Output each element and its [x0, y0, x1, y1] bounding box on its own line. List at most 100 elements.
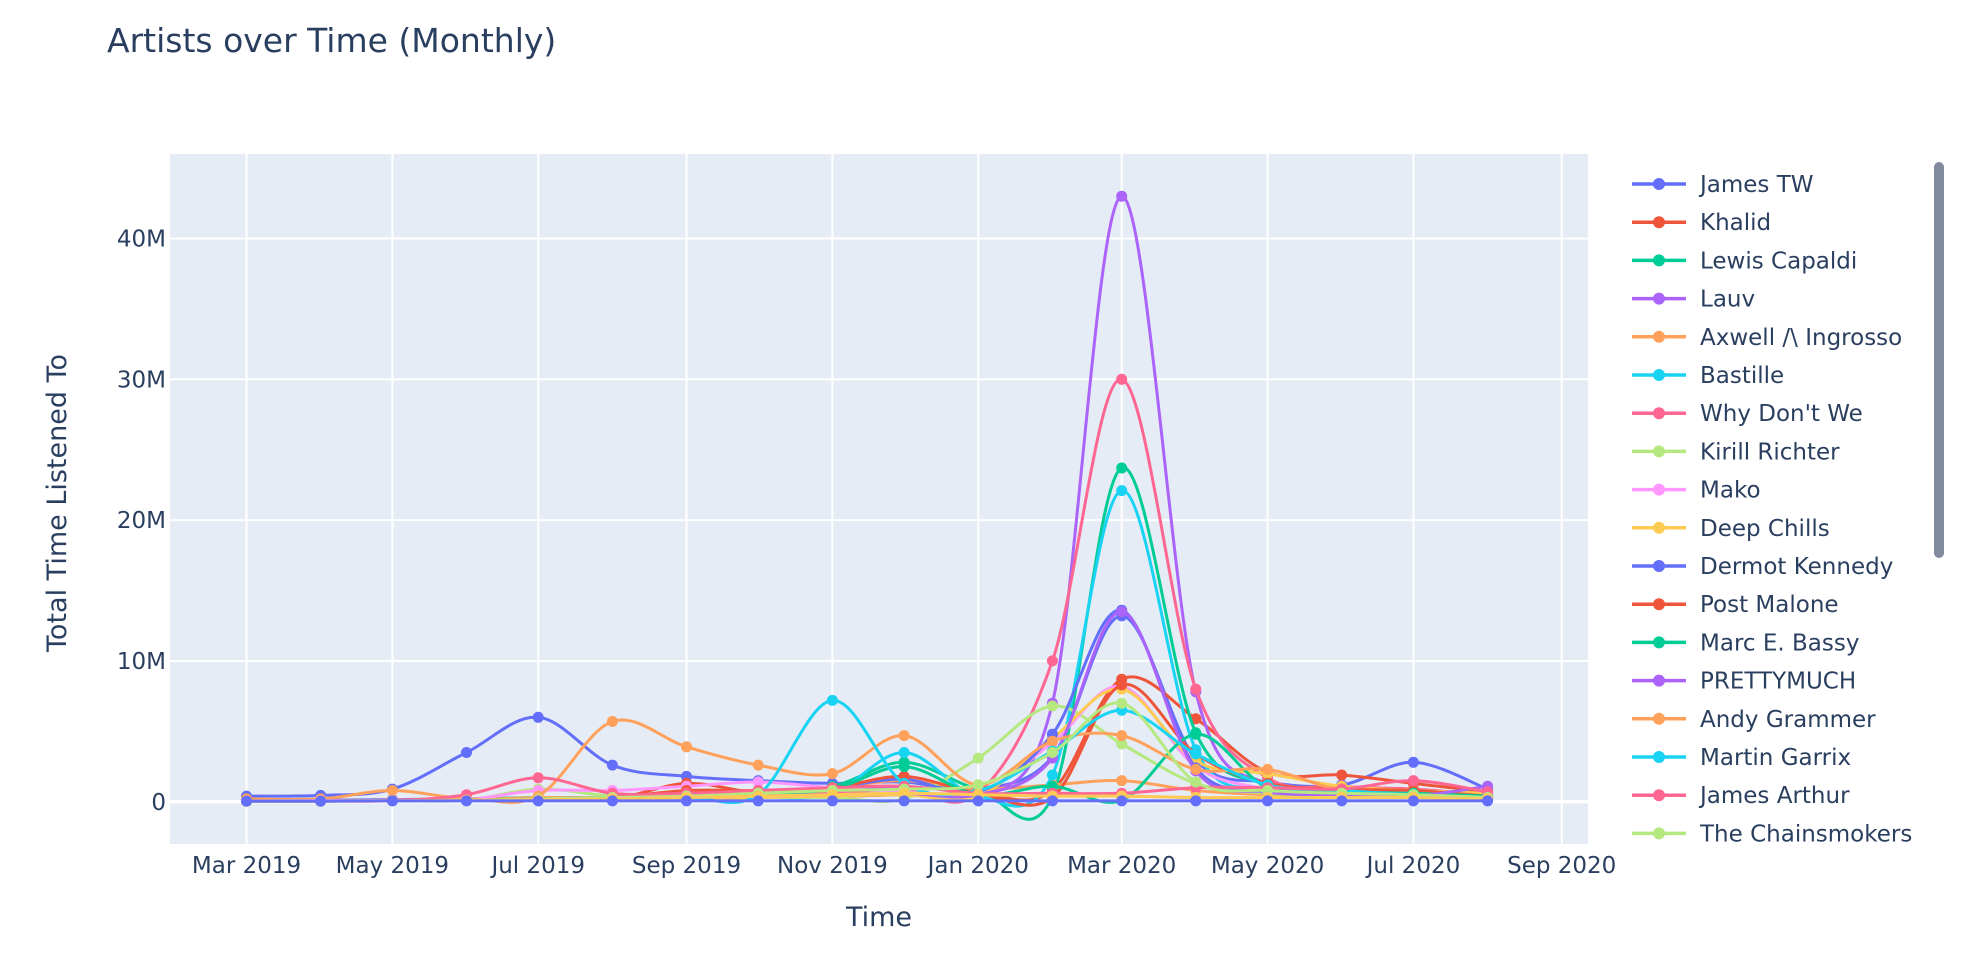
- series-layer[interactable]: [241, 190, 1494, 821]
- series-20-point-0: [241, 795, 252, 807]
- series-20-point-9: [898, 795, 910, 807]
- y-axis-ticks: 0 10M 20M 30M 40M: [117, 226, 166, 815]
- series-1-point-15: [1336, 769, 1348, 781]
- x-tick-label-0: Mar 2019: [192, 853, 301, 879]
- legend-item-16[interactable]: James Arthur: [1632, 783, 1850, 809]
- y-tick-label-4: 40M: [117, 226, 166, 252]
- legend-label-4: Axwell /\ Ingrosso: [1700, 325, 1902, 351]
- series-14-point-6: [681, 741, 692, 753]
- series-7-point-12: [1116, 738, 1128, 750]
- legend-label-0: James TW: [1698, 172, 1814, 198]
- series-16-point-4: [532, 772, 544, 784]
- series-17-point-10: [972, 779, 984, 791]
- legend-label-9: Deep Chills: [1700, 516, 1830, 542]
- series-20-point-12: [1116, 795, 1128, 807]
- legend-label-13: PRETTYMUCH: [1700, 669, 1856, 695]
- series-4-point-2: [386, 785, 398, 796]
- series-14-point-12: [1116, 730, 1128, 742]
- x-tick-label-5: Jan 2020: [926, 853, 1029, 879]
- series-0-point-16: [1407, 756, 1419, 768]
- legend-label-3: Lauv: [1700, 287, 1755, 313]
- legend-label-10: Dermot Kennedy: [1700, 554, 1893, 580]
- legend-scrollbar[interactable]: [1934, 162, 1944, 558]
- x-tick-label-8: Jul 2020: [1365, 853, 1461, 879]
- legend-label-16: James Arthur: [1698, 783, 1850, 809]
- legend-item-17[interactable]: The Chainsmokers: [1632, 821, 1912, 847]
- series-14-point-5: [606, 716, 618, 727]
- y-tick-label-1: 10M: [117, 649, 166, 675]
- legend-swatch-marker-17: [1653, 827, 1665, 840]
- series-20: [241, 795, 1494, 807]
- legend-item-9[interactable]: Deep Chills: [1632, 516, 1830, 542]
- x-tick-label-9: Sep 2020: [1507, 853, 1616, 879]
- legend-item-10[interactable]: Dermot Kennedy: [1632, 554, 1893, 580]
- series-20-point-4: [532, 795, 544, 807]
- chart-title: Artists over Time (Monthly): [107, 21, 556, 60]
- series-20-point-17: [1482, 795, 1494, 807]
- legend-label-2: Lewis Capaldi: [1700, 248, 1857, 274]
- series-20-point-2: [386, 795, 398, 807]
- series-20-point-10: [972, 795, 984, 807]
- legend-item-8[interactable]: Mako: [1632, 478, 1761, 504]
- y-axis-title: Total Time Listened To: [42, 354, 73, 653]
- legend-item-13[interactable]: PRETTYMUCH: [1632, 669, 1856, 695]
- series-12-point-13: [1190, 728, 1202, 740]
- legend-item-2[interactable]: Lewis Capaldi: [1632, 248, 1857, 274]
- series-5-point-11: [1046, 769, 1058, 781]
- series-14-point-8: [826, 768, 838, 780]
- series-14-point-11: [1046, 735, 1058, 747]
- legend-swatch-marker-3: [1653, 292, 1665, 305]
- series-0-point-5: [606, 759, 618, 771]
- legend-item-6[interactable]: Why Don't We: [1632, 401, 1863, 427]
- legend-item-4[interactable]: Axwell /\ Ingrosso: [1632, 325, 1902, 351]
- series-14-point-13: [1190, 763, 1202, 775]
- legend-swatch-marker-7: [1653, 445, 1665, 458]
- legend-swatch-marker-11: [1653, 598, 1665, 611]
- series-20-point-5: [606, 795, 618, 807]
- series-15-point-13: [1190, 748, 1202, 760]
- legend-label-5: Bastille: [1700, 363, 1784, 389]
- legend-item-14[interactable]: Andy Grammer: [1632, 707, 1876, 733]
- legend-item-3[interactable]: Lauv: [1632, 287, 1755, 313]
- legend-item-0[interactable]: James TW: [1632, 172, 1814, 198]
- series-20-point-1: [315, 795, 327, 807]
- series-7-point-11: [1046, 700, 1058, 712]
- legend-item-12[interactable]: Marc E. Bassy: [1632, 630, 1859, 656]
- y-tick-label-0: 0: [151, 790, 166, 816]
- legend-swatch-marker-5: [1653, 369, 1665, 381]
- legend-swatch-marker-16: [1653, 789, 1665, 802]
- series-line-16: [246, 776, 1488, 803]
- legend-swatch-marker-12: [1653, 636, 1665, 649]
- legend-swatch-marker-8: [1653, 483, 1665, 496]
- series-6-point-11: [1046, 655, 1058, 667]
- legend-item-5[interactable]: Bastille: [1632, 363, 1784, 389]
- series-6-point-12: [1116, 373, 1128, 385]
- series-14-point-7: [752, 759, 764, 771]
- legend-item-11[interactable]: Post Malone: [1632, 592, 1839, 618]
- legend-label-11: Post Malone: [1700, 592, 1839, 618]
- legend-item-15[interactable]: Martin Garrix: [1632, 745, 1851, 771]
- x-tick-label-2: Jul 2019: [489, 853, 585, 879]
- series-6-point-13: [1190, 683, 1202, 695]
- x-tick-label-4: Nov 2019: [777, 853, 888, 879]
- legend-swatch-marker-15: [1653, 751, 1665, 763]
- y-tick-label-3: 30M: [117, 367, 166, 393]
- legend-swatch-marker-1: [1653, 216, 1665, 229]
- legend-item-7[interactable]: Kirill Richter: [1632, 439, 1840, 465]
- series-12-point-9: [898, 761, 910, 773]
- x-tick-label-7: May 2020: [1211, 853, 1324, 879]
- legend[interactable]: James TW Khalid Lewis Capaldi Lauv Axwell /\…: [1632, 172, 1912, 847]
- series-11-point-12: [1116, 679, 1128, 691]
- series-5-point-9: [898, 747, 910, 758]
- legend-item-1[interactable]: Khalid: [1632, 210, 1771, 236]
- legend-swatch-marker-14: [1653, 712, 1665, 725]
- legend-swatch-marker-0: [1653, 178, 1665, 190]
- legend-label-12: Marc E. Bassy: [1700, 630, 1859, 656]
- series-0-point-4: [532, 711, 544, 723]
- legend-label-15: Martin Garrix: [1700, 745, 1851, 771]
- series-20-point-6: [681, 795, 692, 807]
- series-14-point-9: [898, 730, 910, 742]
- x-tick-label-3: Sep 2019: [632, 853, 741, 879]
- series-5-point-12: [1116, 485, 1128, 497]
- legend-label-17: The Chainsmokers: [1699, 821, 1912, 847]
